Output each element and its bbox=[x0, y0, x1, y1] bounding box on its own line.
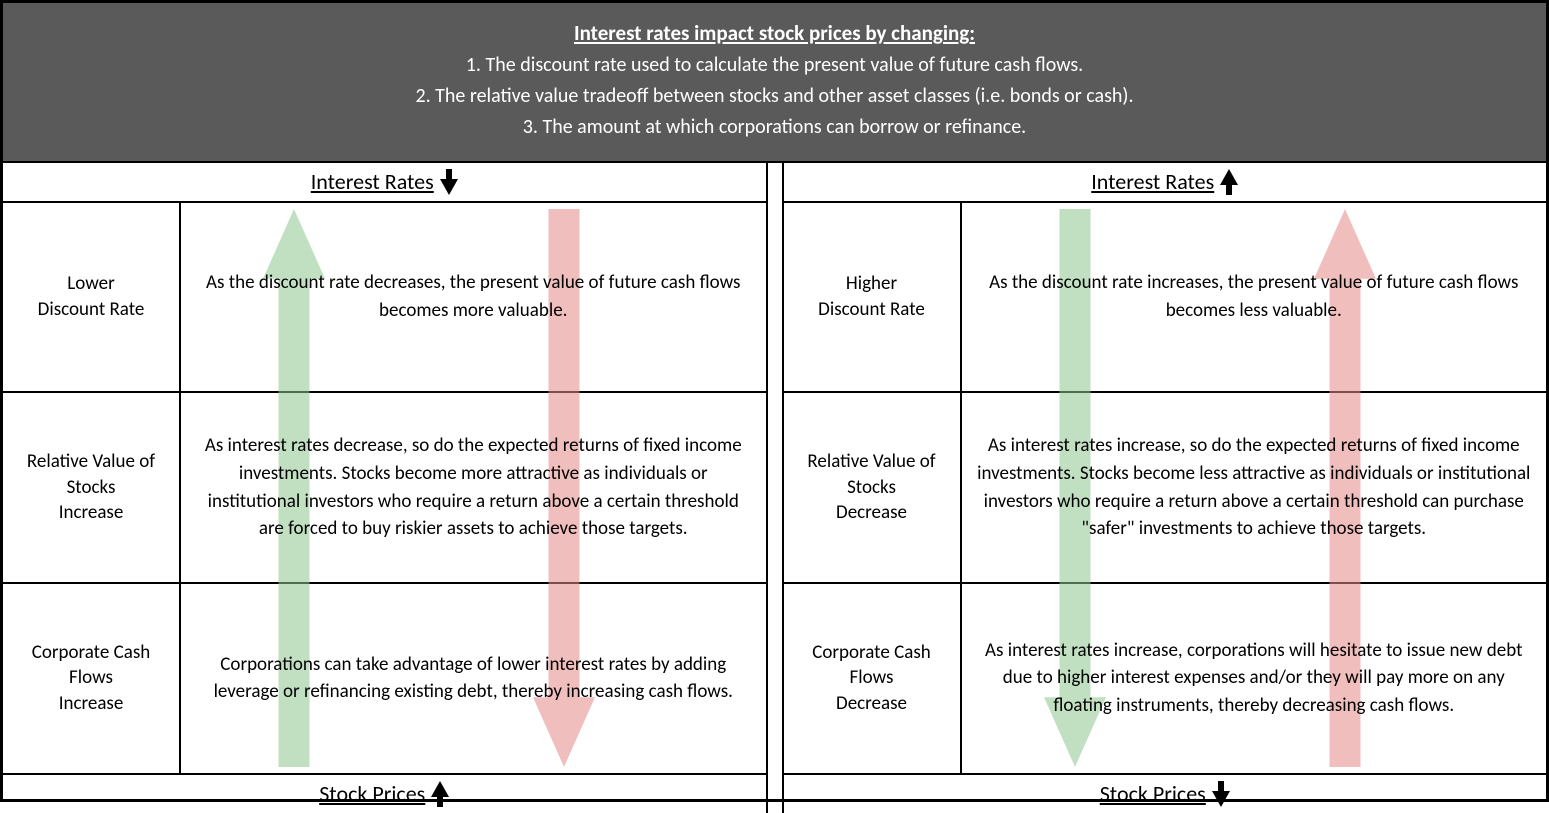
interest-rates-label: Interest Rates bbox=[311, 168, 434, 195]
panel-left: Interest Rates LowerDiscount Rate As the… bbox=[3, 163, 766, 813]
right-top-label: Interest Rates bbox=[784, 163, 1547, 203]
arrow-up-icon bbox=[1220, 169, 1238, 195]
table-row: HigherDiscount Rate As the discount rate… bbox=[784, 203, 1547, 394]
left-top-label: Interest Rates bbox=[3, 163, 766, 203]
row-label: LowerDiscount Rate bbox=[3, 203, 181, 392]
header-title: Interest rates impact stock prices by ch… bbox=[23, 17, 1526, 50]
arrow-down-icon bbox=[1212, 781, 1230, 807]
row-desc: Corporations can take advantage of lower… bbox=[181, 584, 766, 773]
row-desc: As interest rates increase, so do the ex… bbox=[962, 393, 1547, 582]
header: Interest rates impact stock prices by ch… bbox=[3, 3, 1546, 163]
row-label: Relative Value of StocksDecrease bbox=[784, 393, 962, 582]
row-desc: As interest rates decrease, so do the ex… bbox=[181, 393, 766, 582]
table-row: Relative Value of StocksIncrease As inte… bbox=[3, 393, 766, 584]
header-item-1: 1. The discount rate used to calculate t… bbox=[23, 50, 1526, 81]
right-bottom-label: Stock Prices bbox=[784, 773, 1547, 813]
row-desc: As interest rates increase, corporations… bbox=[962, 584, 1547, 773]
arrow-down-icon bbox=[440, 169, 458, 195]
stock-prices-label: Stock Prices bbox=[1100, 780, 1206, 807]
table-row: Corporate Cash FlowsIncrease Corporation… bbox=[3, 584, 766, 773]
panel-gap bbox=[766, 163, 784, 813]
row-label: HigherDiscount Rate bbox=[784, 203, 962, 392]
header-item-3: 3. The amount at which corporations can … bbox=[23, 112, 1526, 143]
table-row: Corporate Cash FlowsDecrease As interest… bbox=[784, 584, 1547, 773]
table-row: Relative Value of StocksDecrease As inte… bbox=[784, 393, 1547, 584]
row-label: Relative Value of StocksIncrease bbox=[3, 393, 181, 582]
stock-prices-label: Stock Prices bbox=[319, 780, 425, 807]
row-label: Corporate Cash FlowsDecrease bbox=[784, 584, 962, 773]
left-bottom-label: Stock Prices bbox=[3, 773, 766, 813]
right-rows: HigherDiscount Rate As the discount rate… bbox=[784, 203, 1547, 773]
panel-right: Interest Rates HigherDiscount Rate As th… bbox=[784, 163, 1547, 813]
row-desc: As the discount rate increases, the pres… bbox=[962, 203, 1547, 392]
table-row: LowerDiscount Rate As the discount rate … bbox=[3, 203, 766, 394]
header-item-2: 2. The relative value tradeoff between s… bbox=[23, 81, 1526, 112]
row-desc: As the discount rate decreases, the pres… bbox=[181, 203, 766, 392]
interest-rates-label: Interest Rates bbox=[1091, 168, 1214, 195]
arrow-up-icon bbox=[431, 781, 449, 807]
left-rows: LowerDiscount Rate As the discount rate … bbox=[3, 203, 766, 773]
row-label: Corporate Cash FlowsIncrease bbox=[3, 584, 181, 773]
panels: Interest Rates LowerDiscount Rate As the… bbox=[3, 163, 1546, 813]
